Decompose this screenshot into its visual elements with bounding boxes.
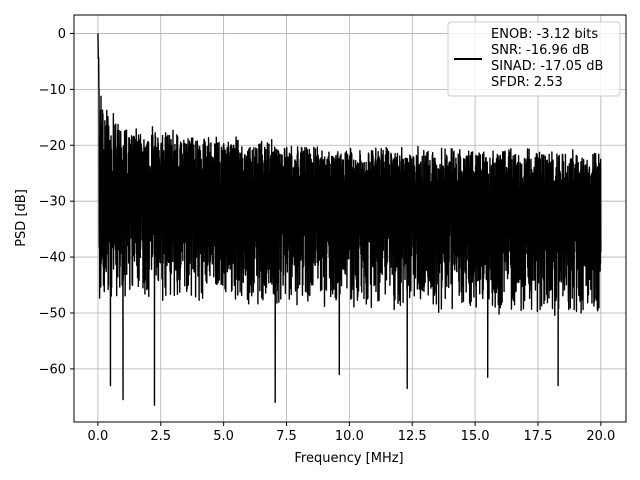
psd-line xyxy=(97,33,602,406)
legend-line-sinad: SINAD: -17.05 dB xyxy=(491,59,603,74)
y-tick-label: −30 xyxy=(39,195,66,210)
legend-box xyxy=(447,21,621,97)
legend-line-snr: SNR: -16.96 dB xyxy=(491,43,589,58)
y-tick-label: −40 xyxy=(39,251,66,266)
psd-series xyxy=(97,33,602,406)
y-tick-label: −50 xyxy=(39,306,66,321)
x-tick-label: 17.5 xyxy=(524,429,553,444)
x-tick-label: 7.5 xyxy=(276,429,297,444)
y-tick-label: −10 xyxy=(39,83,66,98)
x-tick-label: 12.5 xyxy=(398,429,427,444)
x-tick-label: 0.0 xyxy=(88,429,109,444)
plot-area-frame xyxy=(73,14,627,423)
y-tick-label: −60 xyxy=(39,362,66,377)
legend-line-enob: ENOB: -3.12 bits xyxy=(491,27,598,42)
x-tick-label: 15.0 xyxy=(461,429,490,444)
y-ticks: 0 −10 −20 −30 −40 −50 −60 xyxy=(39,27,74,377)
x-tick-label: 2.5 xyxy=(150,429,171,444)
x-tick-label: 5.0 xyxy=(213,429,234,444)
x-axis-title: Frequency [MHz] xyxy=(294,451,403,466)
x-ticks: 0.0 2.5 5.0 7.5 10.0 12.5 15.0 17.5 20.0 xyxy=(88,422,615,444)
y-tick-label: −20 xyxy=(39,139,66,154)
x-tick-label: 10.0 xyxy=(335,429,364,444)
legend-line-sfdr: SFDR: 2.53 xyxy=(491,75,563,90)
y-tick-label: 0 xyxy=(58,27,66,42)
y-axis-title: PSD [dB] xyxy=(14,189,29,247)
x-tick-label: 20.0 xyxy=(586,429,615,444)
legend: ENOB: -3.12 bits SNR: -16.96 dB SINAD: -… xyxy=(447,21,621,97)
